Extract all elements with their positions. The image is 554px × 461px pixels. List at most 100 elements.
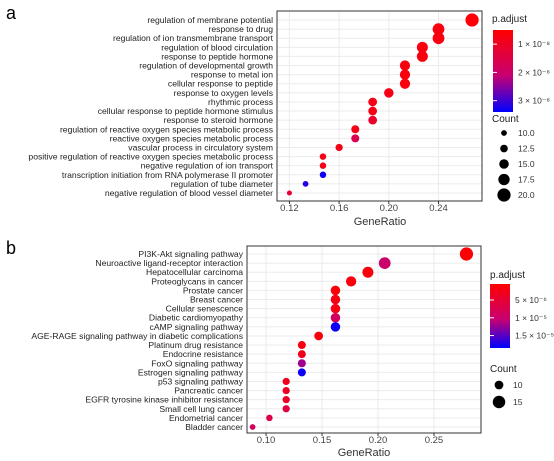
panel-b-term-label: Prostate cancer — [183, 285, 243, 295]
panel-b-term-label: Pancreatic cancer — [174, 386, 243, 396]
panel-a-term-label: regulation of blood circulation — [161, 42, 273, 52]
panel-b-size-legend: Count 10 15 — [490, 364, 523, 409]
panel-a-term-labels: regulation of membrane potential response… — [28, 15, 273, 198]
panel-a-dot — [335, 143, 343, 152]
panel-a-dot — [368, 97, 378, 107]
panel-a-dot — [432, 23, 445, 35]
panel-b-dot — [330, 294, 341, 305]
panel-b-size-key-label: 10 — [513, 380, 523, 390]
panel-b-size-key-label: 15 — [513, 397, 523, 407]
panel-b-term-label: Endometrial cancer — [169, 413, 243, 423]
panel-a-size-keys: 10.0 12.5 15.0 17.5 20.0 — [497, 128, 535, 202]
panel-b-x-tick-label: 0.20 — [369, 435, 388, 446]
panel-a-size-legend: Count 10.0 12.5 15.0 17.5 20.0 — [492, 114, 535, 202]
panel-b-color-tick-label: 5 × 10⁻⁶ — [515, 295, 547, 305]
panel-b-term-label: FoxO signaling pathway — [151, 358, 243, 368]
panel-a-dot — [399, 60, 411, 71]
panel-a-size-key-dot — [498, 173, 510, 186]
panel-b-dot — [378, 257, 391, 269]
panel-a-term-label: transcription initiation from RNA polyme… — [62, 170, 273, 180]
panel-a-dot — [368, 106, 378, 116]
panel-a-size-key-label: 10.0 — [518, 128, 535, 138]
panel-b-plot-border — [246, 245, 482, 434]
panel-b-dot — [282, 377, 290, 386]
panel-b-term-label: Platinum drug resistance — [148, 340, 243, 350]
panel-b-x-tick-label: 0.15 — [313, 435, 332, 446]
panel-b-color-legend-title: p.adjust — [490, 270, 525, 281]
panel-b-dot — [330, 322, 341, 332]
panel-b-label: b — [6, 238, 16, 258]
panel-a-label: a — [6, 3, 17, 23]
panel-a-term-label: positive regulation of reactive oxygen s… — [28, 152, 273, 162]
panel-a-dot — [416, 50, 428, 62]
panel-a-term-label: cellular response to peptide — [168, 79, 273, 89]
panel-b: b PI3K-Akt signaling pathwayNeuroactive … — [6, 238, 554, 459]
panel-a-term-label: reactive oxygen species metabolic proces… — [110, 133, 273, 143]
panel-b-color-bar — [490, 284, 510, 348]
panel-a-term-label: response to steroid hormone — [164, 115, 274, 125]
panel-b-dot — [297, 368, 306, 377]
panel-b-dot — [314, 331, 324, 341]
panel-b-dot — [266, 414, 273, 422]
panel-a-size-key-dot — [501, 130, 507, 136]
panel-a-term-label: vascular process in circulatory system — [128, 142, 273, 152]
panel-b-dot — [362, 266, 374, 278]
panel-a-size-key-label: 20.0 — [518, 190, 535, 200]
panel-a-term-label: negative regulation of ion transport — [141, 161, 274, 171]
panel-a-grid — [277, 11, 482, 201]
panel-b-x-axis-title: GeneRatio — [338, 447, 391, 459]
panel-b-term-label: AGE-RAGE signaling pathway in diabetic c… — [31, 331, 243, 341]
panel-b-dot — [330, 312, 341, 323]
panel-b-dot — [345, 276, 357, 287]
panel-b-dot — [330, 303, 341, 314]
panel-b-color-legend: p.adjust 5 × 10⁻⁶ 1 × 10⁻⁵ 1.5 × 10⁻⁵ — [490, 270, 554, 348]
panel-a-term-label: response to peptide hormone — [161, 51, 273, 61]
panel-a-size-key-label: 12.5 — [518, 144, 535, 154]
panel-a-points — [286, 13, 479, 196]
panel-b-x-ticks: 0.10 0.15 0.20 0.25 — [257, 433, 443, 446]
panel-b-term-label: Proteoglycans in cancer — [151, 276, 243, 286]
panel-a-dot — [399, 69, 411, 80]
panel-a-term-label: cellular response to peptide hormone sti… — [98, 106, 273, 116]
panel-a-term-label: regulation of reactive oxygen species me… — [60, 124, 273, 134]
panel-a-dot — [465, 13, 479, 27]
panel-a-x-tick-label: 0.16 — [330, 203, 349, 214]
panel-a-term-label: rhythmic process — [208, 97, 273, 107]
panel-a-dot — [416, 41, 428, 53]
panel-a-color-ticks: 1 × 10⁻⁸ 2 × 10⁻⁸ 3 × 10⁻⁸ — [493, 39, 550, 106]
panel-a-color-legend: p.adjust 1 × 10⁻⁸ 2 × 10⁻⁸ 3 × 10⁻⁸ — [492, 14, 550, 112]
panel-a-dot — [368, 115, 378, 125]
panel-b-dot — [459, 247, 474, 261]
panel-b-color-tick-label: 1 × 10⁻⁵ — [515, 313, 547, 323]
panel-b-term-label: Neuroactive ligand-receptor interaction — [95, 258, 243, 268]
panel-a-color-tick-label: 3 × 10⁻⁸ — [518, 96, 550, 106]
panel-b-term-label: EGFR tyrosine kinase inhibitor resistanc… — [85, 395, 243, 405]
panel-b-size-legend-title: Count — [490, 364, 517, 375]
panel-b-dot — [249, 424, 256, 430]
panel-b-color-ticks: 5 × 10⁻⁶ 1 × 10⁻⁵ 1.5 × 10⁻⁵ — [490, 295, 554, 341]
panel-a-dot — [286, 190, 292, 196]
panel-b-term-label: Small cell lung cancer — [159, 404, 243, 414]
panel-a-x-tick-label: 0.20 — [380, 203, 399, 214]
panel-b-x-tick-label: 0.25 — [425, 435, 444, 446]
panel-b-term-label: Diabetic cardiomyopathy — [149, 313, 244, 323]
panel-a-term-label: regulation of ion transmembrane transpor… — [113, 33, 274, 43]
panel-b-dot — [282, 396, 290, 404]
panel-a-term-label: response to oxygen levels — [174, 88, 273, 98]
panel-b-term-label: Bladder cancer — [185, 422, 243, 432]
panel-a-color-tick-label: 2 × 10⁻⁸ — [518, 67, 550, 77]
panel-a-dot — [351, 125, 360, 134]
panel-a-term-label: regulation of membrane potential — [147, 15, 273, 25]
panel-a-term-label: negative regulation of blood vessel diam… — [105, 188, 273, 198]
panel-b-points — [249, 247, 474, 430]
panel-a-x-ticks: 0.12 0.16 0.20 0.24 — [280, 201, 448, 214]
panel-a-color-bar — [493, 30, 513, 112]
panel-a-color-legend-title: p.adjust — [492, 14, 527, 25]
panel-b-term-label: Cellular senescence — [166, 304, 244, 314]
panel-b-dot — [297, 359, 306, 368]
panel-a-plot-border — [276, 10, 483, 202]
panel-a: a regulation of membrane potential respon… — [6, 3, 550, 228]
panel-b-dot — [282, 386, 290, 395]
panel-a-dot — [351, 134, 360, 143]
